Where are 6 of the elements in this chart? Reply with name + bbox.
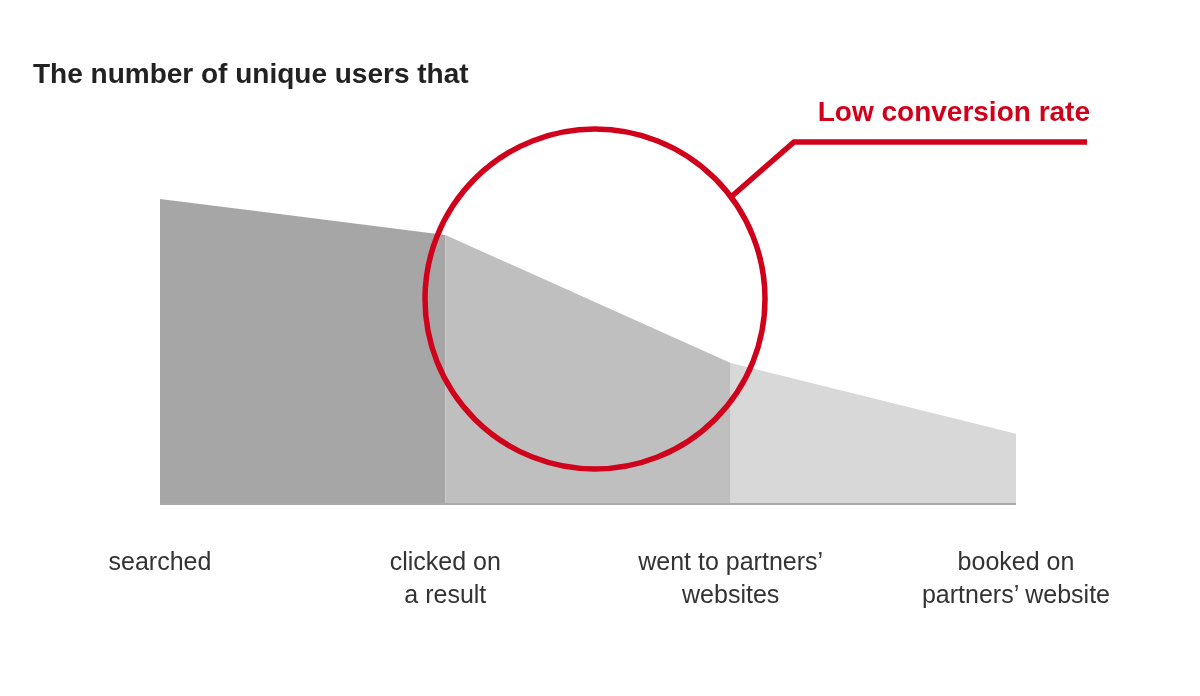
x-tick-label: searched: [108, 547, 212, 575]
x-tick-label: went to partners’ websites: [637, 547, 824, 608]
text: Low conversion rate: [817, 96, 1090, 128]
x-tick-label: clicked on a result: [389, 547, 501, 608]
x-tick-label: booked on partners’ website: [921, 547, 1111, 608]
chart-title: The number of unique users that: [33, 58, 469, 90]
